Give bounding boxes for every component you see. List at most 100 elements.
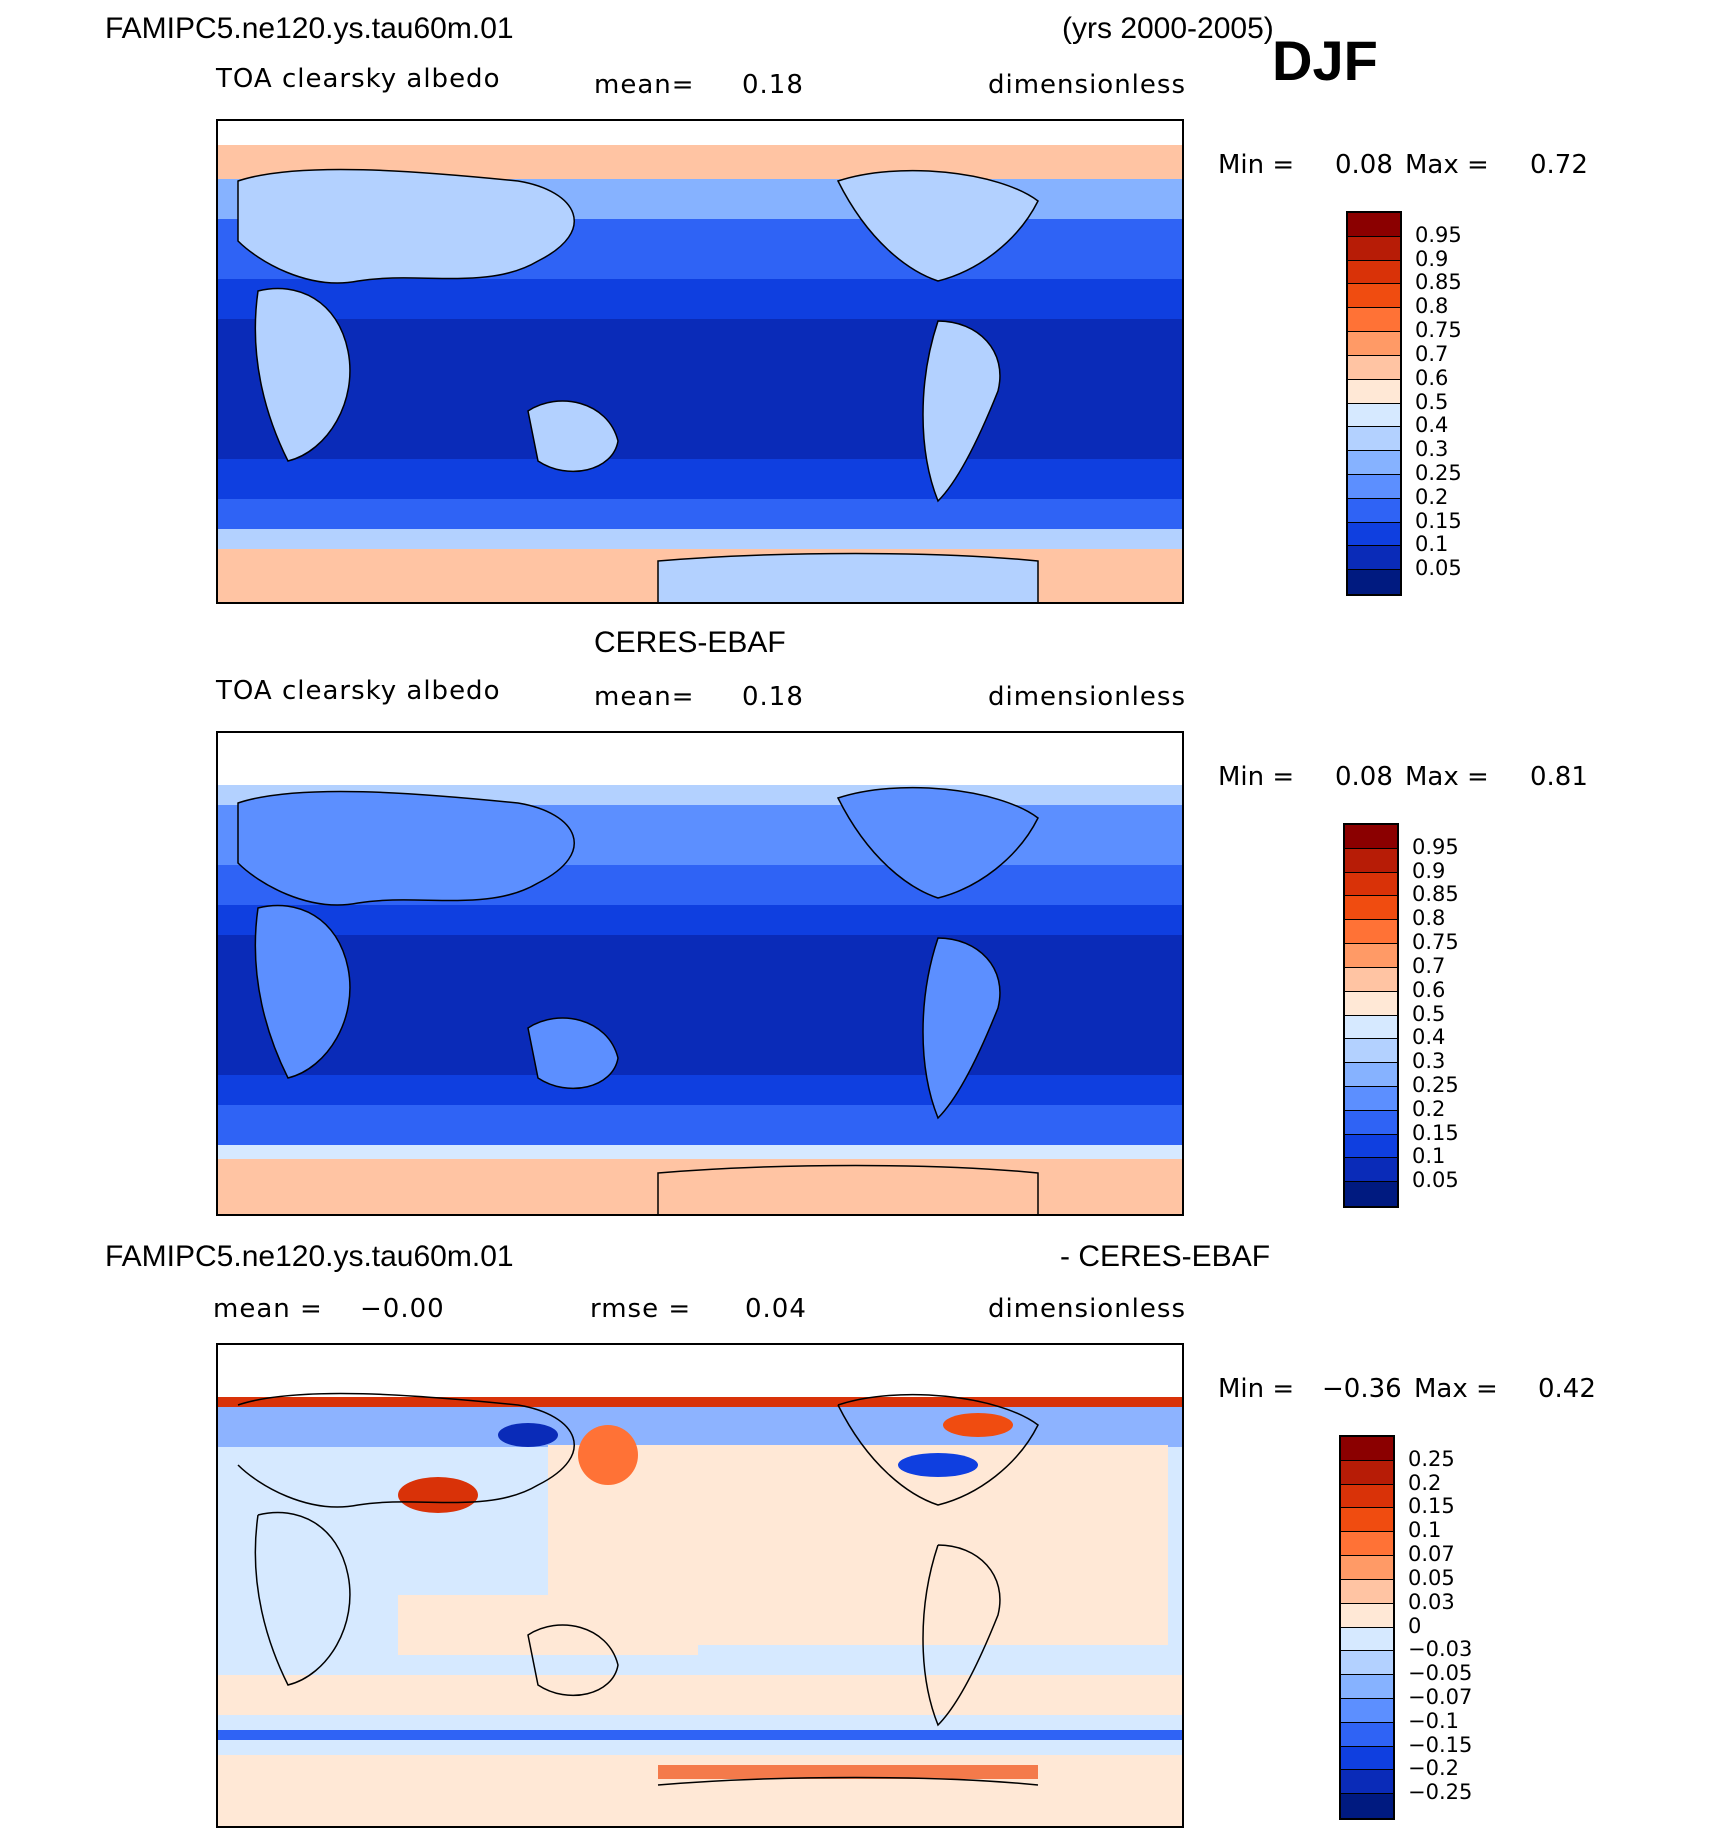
colorbar-segment <box>1341 1746 1393 1771</box>
colorbar-tick-label: 0.85 <box>1412 882 1459 907</box>
panel2-colorbar-labels: 0.95 0.9 0.85 0.8 0.75 0.7 0.6 0.5 0.4 0.3 0.25 0.2… <box>1412 823 1502 1208</box>
colorbar-segment <box>1341 1627 1393 1652</box>
colorbar-segment <box>1348 332 1400 356</box>
colorbar-tick-label: 0.7 <box>1415 341 1449 366</box>
colorbar-segment <box>1341 1460 1393 1485</box>
colorbar-tick-label: 0.2 <box>1415 484 1449 509</box>
panel1-map-field <box>218 121 1182 602</box>
panel1-colorbar <box>1346 211 1402 596</box>
case-name-title: FAMIPC5.ne120.ys.tau60m.01 <box>105 12 514 45</box>
colorbar-segment <box>1345 944 1397 968</box>
colorbar-tick-label: 0.1 <box>1412 1144 1446 1169</box>
colorbar-segment <box>1348 213 1400 237</box>
colorbar-segment <box>1341 1532 1393 1557</box>
colorbar-tick-label: 0.2 <box>1412 1096 1446 1121</box>
colorbar-tick-label: 0.25 <box>1412 1072 1459 1097</box>
colorbar-tick-label: 0.95 <box>1412 834 1459 859</box>
colorbar-tick-label: −0.15 <box>1408 1732 1473 1757</box>
colorbar-tick-label: 0.25 <box>1415 460 1462 485</box>
colorbar-segment <box>1345 991 1397 1016</box>
panel3-title-left: FAMIPC5.ne120.ys.tau60m.01 <box>105 1240 514 1273</box>
colorbar-tick-label: 0.95 <box>1415 222 1462 247</box>
colorbar-tick-label: 0.9 <box>1415 246 1449 271</box>
colorbar-tick-label: 0.85 <box>1415 270 1462 295</box>
colorbar-segment <box>1345 825 1397 849</box>
panel1-max-value: 0.72 <box>1530 150 1588 180</box>
panel1-max-label: Max = <box>1405 150 1489 180</box>
season-label: DJF <box>1272 29 1378 92</box>
colorbar-tick-label: 0.4 <box>1412 1025 1446 1050</box>
colorbar-segment <box>1345 1015 1397 1040</box>
colorbar-segment <box>1345 1158 1397 1183</box>
colorbar-segment <box>1348 522 1400 547</box>
panel3-min-value: −0.36 <box>1322 1374 1402 1404</box>
panel3-units: dimensionless <box>988 1294 1186 1324</box>
colorbar-tick-label: 0.05 <box>1408 1565 1455 1590</box>
colorbar-tick-label: 0.3 <box>1415 437 1449 462</box>
colorbar-tick-label: 0.9 <box>1412 858 1446 883</box>
colorbar-segment <box>1345 920 1397 945</box>
colorbar-segment <box>1345 1134 1397 1159</box>
colorbar-tick-label: 0.07 <box>1408 1542 1455 1567</box>
panel2-units: dimensionless <box>988 682 1186 712</box>
colorbar-segment <box>1348 308 1400 333</box>
colorbar-segment <box>1345 872 1397 897</box>
colorbar-segment <box>1345 1110 1397 1135</box>
colorbar-segment <box>1341 1556 1393 1580</box>
panel1-mean-label: mean= <box>594 70 695 100</box>
colorbar-tick-label: 0.75 <box>1415 318 1462 343</box>
colorbar-tick-label: 0.6 <box>1412 977 1446 1002</box>
panel2-max-label: Max = <box>1405 762 1489 792</box>
colorbar-segment <box>1348 379 1400 404</box>
panel1-map <box>216 119 1184 604</box>
colorbar-tick-label: 0.15 <box>1415 508 1462 533</box>
colorbar-segment <box>1341 1437 1393 1461</box>
colorbar-tick-label: 0.8 <box>1415 294 1449 319</box>
colorbar-segment <box>1345 1182 1397 1206</box>
colorbar-tick-label: 0.3 <box>1412 1049 1446 1074</box>
colorbar-segment <box>1341 1579 1393 1604</box>
panel3-max-label: Max = <box>1414 1374 1498 1404</box>
colorbar-segment <box>1345 967 1397 992</box>
colorbar-tick-label: 0.5 <box>1415 389 1449 414</box>
colorbar-segment <box>1345 1086 1397 1111</box>
colorbar-segment <box>1345 848 1397 873</box>
panel3-max-value: 0.42 <box>1538 1374 1596 1404</box>
colorbar-segment <box>1345 1039 1397 1064</box>
colorbar-tick-label: 0.03 <box>1408 1589 1455 1614</box>
panel1-units: dimensionless <box>988 70 1186 100</box>
colorbar-tick-label: 0.15 <box>1408 1494 1455 1519</box>
panel1-min-label: Min = <box>1218 150 1295 180</box>
panel3-rmse-value: 0.04 <box>745 1294 807 1324</box>
colorbar-segment <box>1348 355 1400 380</box>
colorbar-tick-label: 0.4 <box>1415 413 1449 438</box>
panel2-field-label: TOA clearsky albedo <box>216 676 501 706</box>
years-label: (yrs 2000-2005) <box>1062 12 1274 45</box>
colorbar-segment <box>1348 284 1400 309</box>
colorbar-tick-label: −0.07 <box>1408 1684 1473 1709</box>
colorbar-tick-label: 0.1 <box>1408 1518 1442 1543</box>
colorbar-tick-label: −0.25 <box>1408 1780 1473 1805</box>
panel3-min-label: Min = <box>1218 1374 1295 1404</box>
colorbar-segment <box>1341 1603 1393 1628</box>
colorbar-segment <box>1348 260 1400 285</box>
panel3-map-field <box>218 1345 1182 1826</box>
colorbar-tick-label: 0.6 <box>1415 365 1449 390</box>
panel2-mean-label: mean= <box>594 682 695 712</box>
panel2-map <box>216 731 1184 1216</box>
panel1-field-label: TOA clearsky albedo <box>216 64 501 94</box>
panel3-mean-value: −0.00 <box>360 1294 445 1324</box>
colorbar-segment <box>1348 236 1400 261</box>
colorbar-segment <box>1348 546 1400 571</box>
colorbar-segment <box>1341 1675 1393 1699</box>
colorbar-segment <box>1341 1722 1393 1747</box>
colorbar-tick-label: 0.7 <box>1412 953 1446 978</box>
panel3-mean-label: mean = <box>213 1294 323 1324</box>
panel3-map <box>216 1343 1184 1828</box>
colorbar-segment <box>1348 570 1400 594</box>
panel1-min-value: 0.08 <box>1335 150 1393 180</box>
panel2-max-value: 0.81 <box>1530 762 1588 792</box>
colorbar-segment <box>1348 403 1400 428</box>
panel2-mean-value: 0.18 <box>742 682 804 712</box>
colorbar-segment <box>1341 1508 1393 1533</box>
